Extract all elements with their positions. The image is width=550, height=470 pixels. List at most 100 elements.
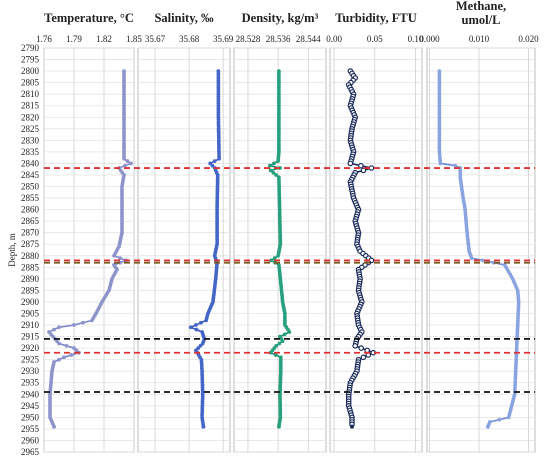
x-tick-label-1-3: 1.85 <box>126 34 142 44</box>
y-tick-label-11: 2845 <box>21 170 40 180</box>
panel-title-5-line-1: Methane, <box>456 0 506 13</box>
data-point-1-39 <box>125 159 130 164</box>
data-point-4-40 <box>347 160 354 167</box>
data-point-3-40 <box>272 161 276 166</box>
y-tick-label-35: 2965 <box>21 447 40 457</box>
data-point-4-41 <box>358 162 364 169</box>
data-point-1-119 <box>64 343 69 348</box>
y-axis-label: Depth, m <box>7 233 17 267</box>
y-tick-label-31: 2945 <box>21 401 40 411</box>
y-tick-label-33: 2955 <box>21 424 40 434</box>
data-point-1-120 <box>72 346 76 351</box>
data-point-3-154 <box>276 424 281 429</box>
data-point-1-110 <box>72 323 76 327</box>
y-tick-label-12: 2850 <box>21 182 40 192</box>
data-point-2-111 <box>188 325 193 330</box>
y-tick-label-6: 2820 <box>21 112 40 122</box>
data-point-1-40 <box>129 161 133 166</box>
data-point-5-81 <box>469 256 474 261</box>
x-tick-label-5-1: 0.010 <box>469 34 490 44</box>
panel-1: 1.76 1.79 1.82 1.85 Temperature, °C <box>36 11 142 453</box>
x-tick-label-4-0: 0.00 <box>326 34 342 44</box>
data-point-1-81 <box>118 256 122 261</box>
y-tick-label-17: 2875 <box>21 239 40 249</box>
y-tick-label-27: 2925 <box>21 355 40 365</box>
data-point-3-114 <box>282 332 287 337</box>
data-point-1-41 <box>123 163 127 168</box>
x-tick-label-4-2: 0.10 <box>408 34 424 44</box>
data-point-2-120 <box>196 346 201 351</box>
x-tick-label-1-1: 1.79 <box>66 34 82 44</box>
y-tick-label-26: 2920 <box>21 343 40 353</box>
y-tick-label-22: 2900 <box>21 297 40 307</box>
x-tick-label-5-2: 0.020 <box>518 34 539 44</box>
y-tick-label-18: 2880 <box>21 251 40 261</box>
series-markers-4 <box>345 68 377 429</box>
panel-2: 35.67 35.68 35.69 Salinity, ‰ <box>137 11 234 453</box>
y-tick-label-7: 2825 <box>21 124 40 134</box>
data-point-2-38 <box>217 156 222 161</box>
series-markers-2 <box>188 69 222 429</box>
y-tick-label-13: 2855 <box>21 193 40 203</box>
data-point-5-150 <box>506 415 511 420</box>
panel-title-3: Density, kg/m³ <box>242 11 319 25</box>
data-point-1-38 <box>122 156 126 161</box>
y-tick-label-23: 2905 <box>21 308 40 318</box>
data-point-4-43 <box>360 167 367 174</box>
data-point-1-111 <box>57 325 61 330</box>
y-tick-label-29: 2935 <box>21 378 40 388</box>
data-point-4-124 <box>360 354 367 361</box>
y-tick-label-15: 2865 <box>21 216 40 226</box>
data-point-3-80 <box>276 253 281 258</box>
y-tick-label-32: 2950 <box>21 412 40 422</box>
data-point-2-40 <box>208 161 213 166</box>
data-point-3-123 <box>273 353 278 357</box>
x-tick-label-1-2: 1.82 <box>96 34 112 44</box>
data-point-2-154 <box>201 424 206 429</box>
x-tick-label-2-1: 35.68 <box>179 34 200 44</box>
x-tick-label-5-0: 0.000 <box>419 34 440 44</box>
data-point-3-81 <box>272 256 277 261</box>
series-markers-3 <box>267 69 292 429</box>
y-tick-label-30: 2940 <box>21 389 40 399</box>
y-tick-label-28: 2930 <box>21 366 40 376</box>
data-point-1-118 <box>57 341 61 346</box>
data-point-2-41 <box>210 163 215 168</box>
data-point-2-118 <box>200 341 205 346</box>
data-point-2-119 <box>198 343 203 348</box>
y-tick-label-8: 2830 <box>21 135 40 145</box>
data-point-3-82 <box>269 258 274 263</box>
y-tick-label-21: 2895 <box>21 285 40 295</box>
data-point-2-108 <box>204 318 209 323</box>
y-tick-label-9: 2835 <box>21 147 40 157</box>
reference-lines <box>44 167 535 393</box>
data-point-1-125 <box>57 357 61 362</box>
y-tick-label-20: 2890 <box>21 274 40 284</box>
data-point-1-109 <box>81 320 85 325</box>
data-point-3-45 <box>274 173 279 177</box>
y-tick-label-24: 2910 <box>21 320 40 330</box>
data-point-1-124 <box>62 355 66 360</box>
panel-3: 28.528 28.536 28.544 Density, kg/m³ <box>233 11 327 453</box>
x-tick-label-3-1: 28.536 <box>266 34 291 44</box>
data-point-3-117 <box>280 339 285 344</box>
data-point-1-112 <box>52 327 56 332</box>
x-tick-label-3-0: 28.528 <box>236 34 261 44</box>
x-tick-label-4-1: 0.05 <box>367 34 383 44</box>
data-point-5-41 <box>453 163 458 168</box>
data-point-2-39 <box>212 159 217 164</box>
data-point-1-80 <box>112 253 116 258</box>
y-tick-label-16: 2870 <box>21 228 40 238</box>
y-tick-label-10: 2840 <box>21 158 40 168</box>
series-markers-5 <box>437 69 521 429</box>
data-point-3-43 <box>268 168 273 173</box>
y-tick-label-5: 2815 <box>21 101 40 111</box>
data-point-5-40 <box>438 161 443 166</box>
data-point-2-110 <box>193 323 198 327</box>
y-tick-label-14: 2860 <box>21 205 40 215</box>
data-point-5-151 <box>497 417 502 422</box>
y-tick-label-2: 2800 <box>21 66 40 76</box>
y-tick-label-34: 2960 <box>21 435 40 445</box>
